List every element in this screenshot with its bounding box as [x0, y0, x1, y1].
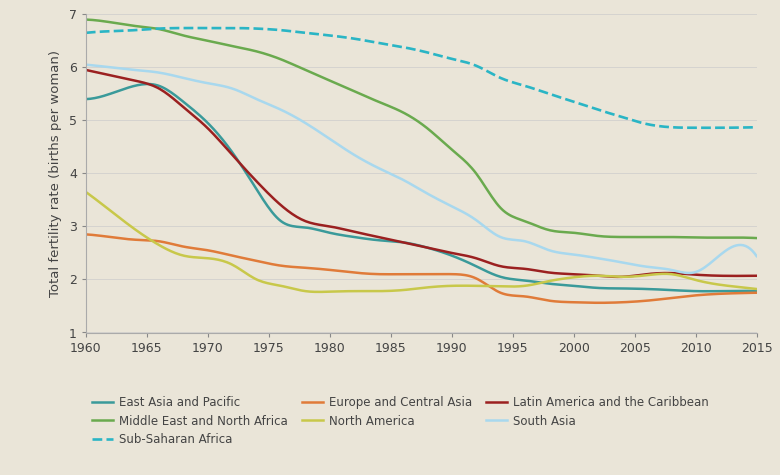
- Europe and Central Asia: [478, 279, 488, 285]
- South Asia: [691, 269, 700, 275]
- Latin America and the Caribbean: [752, 273, 761, 279]
- Sub-Saharan Africa: [218, 25, 227, 31]
- Middle East and North Africa: [689, 235, 698, 240]
- Europe and Central Asia: [595, 300, 604, 305]
- Europe and Central Asia: [480, 281, 490, 286]
- East Asia and Pacific: [649, 286, 658, 292]
- Latin America and the Caribbean: [480, 258, 490, 264]
- Europe and Central Asia: [691, 293, 700, 298]
- East Asia and Pacific: [494, 274, 503, 279]
- North America: [494, 284, 503, 289]
- North America: [691, 277, 700, 283]
- Europe and Central Asia: [649, 297, 658, 303]
- Latin America and the Caribbean: [81, 67, 90, 73]
- East Asia and Pacific: [691, 288, 700, 294]
- Legend: East Asia and Pacific, Middle East and North Africa, Sub-Saharan Africa, Europe : East Asia and Pacific, Middle East and N…: [92, 396, 709, 446]
- South Asia: [752, 253, 761, 259]
- East Asia and Pacific: [83, 96, 93, 102]
- Middle East and North Africa: [647, 234, 656, 240]
- North America: [83, 191, 93, 197]
- Line: North America: North America: [86, 192, 757, 292]
- Line: Middle East and North Africa: Middle East and North Africa: [86, 19, 757, 238]
- East Asia and Pacific: [703, 288, 712, 294]
- Middle East and North Africa: [478, 180, 488, 186]
- Latin America and the Caribbean: [83, 67, 93, 73]
- Europe and Central Asia: [83, 232, 93, 238]
- East Asia and Pacific: [144, 81, 154, 87]
- Sub-Saharan Africa: [691, 125, 700, 131]
- North America: [480, 283, 490, 289]
- East Asia and Pacific: [483, 269, 492, 275]
- South Asia: [480, 224, 490, 230]
- Line: Europe and Central Asia: Europe and Central Asia: [86, 234, 757, 303]
- South Asia: [647, 265, 656, 270]
- Sub-Saharan Africa: [705, 125, 714, 131]
- North America: [483, 283, 492, 289]
- North America: [752, 286, 761, 292]
- North America: [314, 289, 324, 295]
- Europe and Central Asia: [491, 288, 501, 294]
- North America: [649, 272, 658, 277]
- South Asia: [478, 222, 488, 228]
- Sub-Saharan Africa: [649, 123, 658, 128]
- East Asia and Pacific: [752, 288, 761, 294]
- Middle East and North Africa: [752, 235, 761, 241]
- Middle East and North Africa: [81, 17, 90, 22]
- Sub-Saharan Africa: [83, 30, 93, 36]
- Line: Sub-Saharan Africa: Sub-Saharan Africa: [86, 28, 757, 128]
- East Asia and Pacific: [81, 96, 90, 102]
- Line: East Asia and Pacific: East Asia and Pacific: [86, 84, 757, 291]
- Sub-Saharan Africa: [752, 124, 761, 130]
- Europe and Central Asia: [752, 290, 761, 295]
- Middle East and North Africa: [83, 17, 93, 22]
- North America: [81, 189, 90, 195]
- Latin America and the Caribbean: [649, 271, 658, 276]
- South Asia: [81, 62, 90, 67]
- East Asia and Pacific: [480, 268, 490, 274]
- Line: South Asia: South Asia: [86, 65, 757, 273]
- Line: Latin America and the Caribbean: Latin America and the Caribbean: [86, 70, 757, 277]
- Latin America and the Caribbean: [613, 274, 622, 280]
- Europe and Central Asia: [81, 231, 90, 237]
- South Asia: [491, 232, 501, 238]
- South Asia: [83, 62, 93, 68]
- Latin America and the Caribbean: [491, 262, 501, 268]
- Middle East and North Africa: [491, 200, 501, 206]
- Latin America and the Caribbean: [478, 257, 488, 263]
- Sub-Saharan Africa: [483, 68, 492, 74]
- Sub-Saharan Africa: [494, 74, 503, 80]
- Sub-Saharan Africa: [480, 67, 490, 73]
- Y-axis label: Total fertility rate (births per woman): Total fertility rate (births per woman): [49, 50, 62, 297]
- Latin America and the Caribbean: [691, 272, 700, 277]
- Sub-Saharan Africa: [81, 30, 90, 36]
- Middle East and North Africa: [480, 184, 490, 190]
- South Asia: [685, 270, 694, 276]
